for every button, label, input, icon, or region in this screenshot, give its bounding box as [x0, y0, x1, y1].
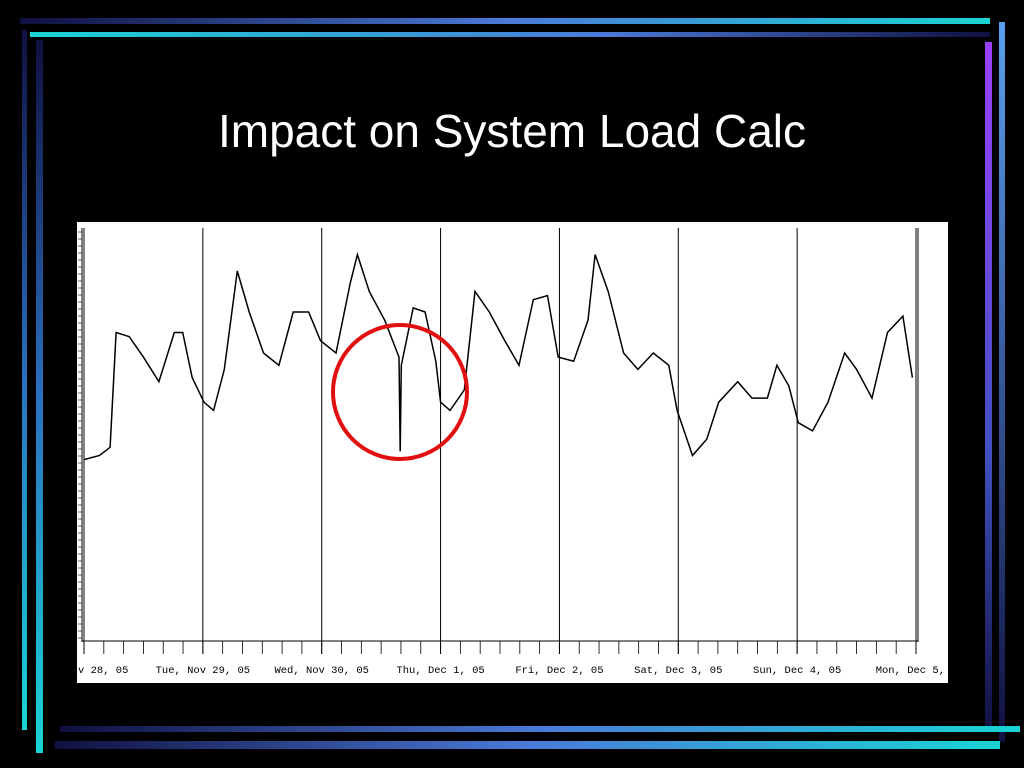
highlight-circle [331, 323, 469, 461]
deco-bar [30, 32, 990, 37]
slide-title: Impact on System Load Calc [218, 105, 806, 157]
deco-bar [20, 18, 990, 24]
x-tick-label: Sun, Dec 4, 05 [753, 665, 841, 677]
chart: v 28, 05 Tue, Nov 29, 05 Wed, Nov 30, 05 Th… [78, 228, 945, 677]
chart-background [77, 222, 948, 683]
x-tick-label: Wed, Nov 30, 05 [274, 665, 369, 677]
deco-bar [999, 22, 1005, 742]
x-tick-label: Fri, Dec 2, 05 [515, 665, 603, 677]
deco-bar [985, 42, 992, 732]
x-tick-label: Mon, Dec 5, [876, 665, 945, 677]
deco-bar [55, 741, 1000, 749]
load-line [83, 251, 914, 461]
x-tick-label: Tue, Nov 29, 05 [156, 665, 251, 677]
deco-bar [22, 30, 27, 730]
deco-bar [60, 726, 1020, 732]
x-tick-label: Thu, Dec 1, 05 [396, 665, 484, 677]
x-tick-label: Sat, Dec 3, 05 [634, 665, 722, 677]
deco-bar [36, 40, 43, 753]
x-tick-label: v 28, 05 [78, 665, 128, 677]
